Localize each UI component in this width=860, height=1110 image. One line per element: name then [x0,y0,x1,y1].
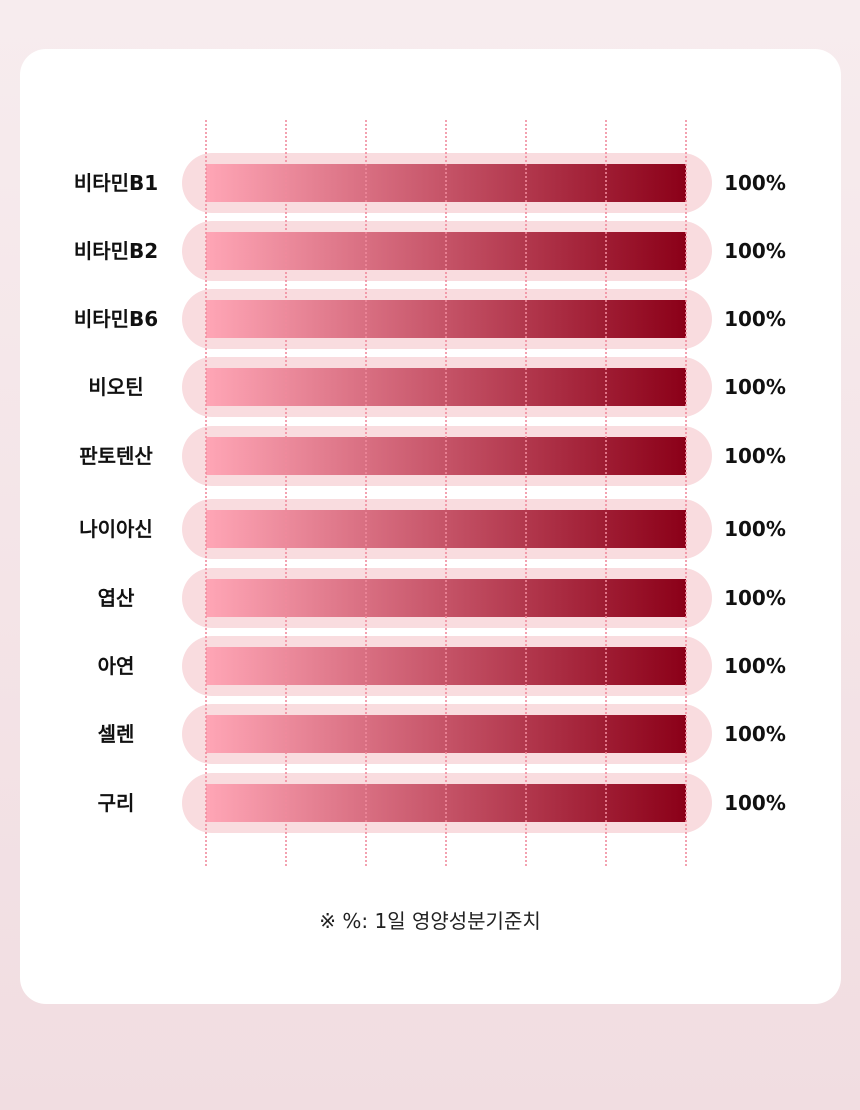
value-label: 100% [724,239,786,263]
value-label: 100% [724,444,786,468]
category-label: 판토텐산 [79,444,153,468]
value-label: 100% [724,517,786,541]
bar-4 [206,368,686,406]
bar-3 [206,300,686,338]
footnote: ※ %: 1일 영양성분기준치 [319,909,541,933]
category-label: 비타민B6 [74,307,158,331]
category-label: 나이아신 [79,517,153,541]
category-label: 비타민B1 [74,171,158,195]
labels-layer: 비타민B1 100% 비타민B2 100% 비타민B6 100% 비오틴 100% 판토텐산 10… [74,171,786,815]
category-label: 셀렌 [98,722,135,746]
category-label: 구리 [98,791,135,815]
value-label: 100% [724,171,786,195]
category-label: 비오틴 [88,375,143,399]
gridlines [205,120,687,866]
value-label: 100% [724,375,786,399]
value-label: 100% [724,307,786,331]
category-label: 아연 [98,654,135,678]
bar-2 [206,232,686,270]
value-label: 100% [724,791,786,815]
bar-10 [206,784,686,822]
category-label: 비타민B2 [74,239,158,263]
value-label: 100% [724,586,786,610]
bar-1 [206,164,686,202]
category-label: 엽산 [98,586,135,610]
value-label: 100% [724,722,786,746]
value-label: 100% [724,654,786,678]
